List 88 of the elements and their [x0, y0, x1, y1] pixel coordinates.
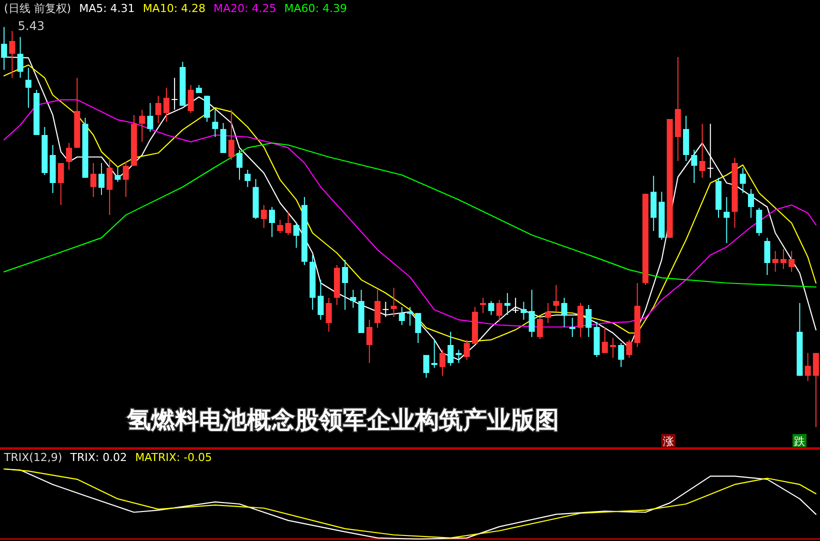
annotation: 5.43 [18, 19, 45, 33]
candlestick [504, 292, 510, 316]
candlestick [756, 207, 762, 236]
candlestick [415, 312, 422, 344]
candlestick [618, 342, 624, 368]
chart-subtitle: (日线 前复权) [4, 2, 72, 15]
candlestick [1, 26, 8, 70]
candlestick [293, 222, 300, 248]
candlestick [260, 204, 267, 228]
candlestick [512, 297, 519, 314]
candlestick [699, 123, 706, 178]
candlestick [268, 206, 275, 238]
candlestick [58, 162, 64, 206]
candlestick [406, 306, 414, 326]
candlestick [569, 317, 576, 338]
candlestick [528, 289, 535, 338]
candlestick [114, 166, 121, 182]
candlestick [431, 339, 438, 368]
text: 跌 [794, 435, 805, 448]
candlestick [520, 301, 527, 320]
text: MA10: 4.28 [142, 2, 206, 15]
candlestick [277, 219, 284, 234]
candlestick [748, 188, 754, 218]
candlestick [390, 287, 397, 318]
candlestick [780, 248, 786, 270]
candlestick [577, 302, 584, 338]
candlestick [448, 331, 454, 366]
candlestick [553, 284, 560, 312]
text: MA60: 4.39 [284, 2, 347, 15]
candlestick [228, 109, 234, 160]
text: MA5: 4.31 [79, 2, 135, 15]
candlestick [9, 30, 16, 78]
candlestick [610, 337, 616, 358]
candlestick [374, 289, 381, 328]
candlestick [586, 304, 592, 338]
text: TRIX: 0.02 [69, 451, 128, 464]
text: MA20: 4.25 [214, 2, 276, 15]
candlestick [691, 149, 698, 184]
candlestick [220, 122, 226, 154]
candlestick [812, 352, 819, 428]
text: 氢燃料电池概念股领军企业构筑产业版图 [126, 406, 559, 434]
chart-title: TRIX(12,9) [3, 451, 62, 464]
candlestick [423, 354, 430, 378]
candlestick [285, 211, 292, 236]
candlestick [536, 316, 543, 340]
candlestick [602, 326, 608, 354]
candlestick [724, 196, 730, 244]
candlestick [707, 123, 714, 178]
candlestick [342, 259, 348, 310]
candlestick [545, 302, 552, 324]
candlestick [155, 95, 162, 124]
candlestick [366, 319, 372, 364]
candlestick [163, 87, 170, 122]
text: 涨 [662, 435, 674, 448]
candlestick [147, 102, 154, 132]
candlestick [764, 237, 770, 276]
candlestick [244, 169, 251, 188]
candlestick [788, 250, 795, 272]
candlestick [212, 109, 218, 138]
candlestick [122, 161, 129, 198]
candlestick [139, 109, 146, 142]
candlestick [398, 306, 405, 326]
candlestick [66, 142, 72, 170]
candlestick [496, 299, 502, 322]
candlestick [439, 349, 446, 376]
candlestick [188, 84, 194, 114]
candlestick [17, 36, 24, 78]
candlestick [456, 349, 462, 364]
text: MATRIX: -0.05 [135, 451, 212, 464]
candlestick [350, 289, 356, 308]
candlestick [464, 339, 470, 360]
candlestick [740, 167, 746, 194]
candlestick [204, 95, 210, 122]
candlestick [772, 250, 778, 272]
candlestick [106, 157, 113, 216]
candlestick [318, 279, 324, 320]
candlestick [326, 297, 332, 332]
candlestick [626, 339, 632, 358]
candlestick [561, 297, 568, 328]
candlestick [90, 162, 96, 198]
candlestick [480, 297, 486, 314]
candlestick [488, 300, 494, 316]
candlestick [172, 77, 178, 110]
candlestick [382, 301, 389, 318]
candlestick [98, 162, 104, 196]
candlestick [804, 352, 811, 382]
candlestick [236, 149, 243, 180]
candlestick [25, 67, 32, 108]
